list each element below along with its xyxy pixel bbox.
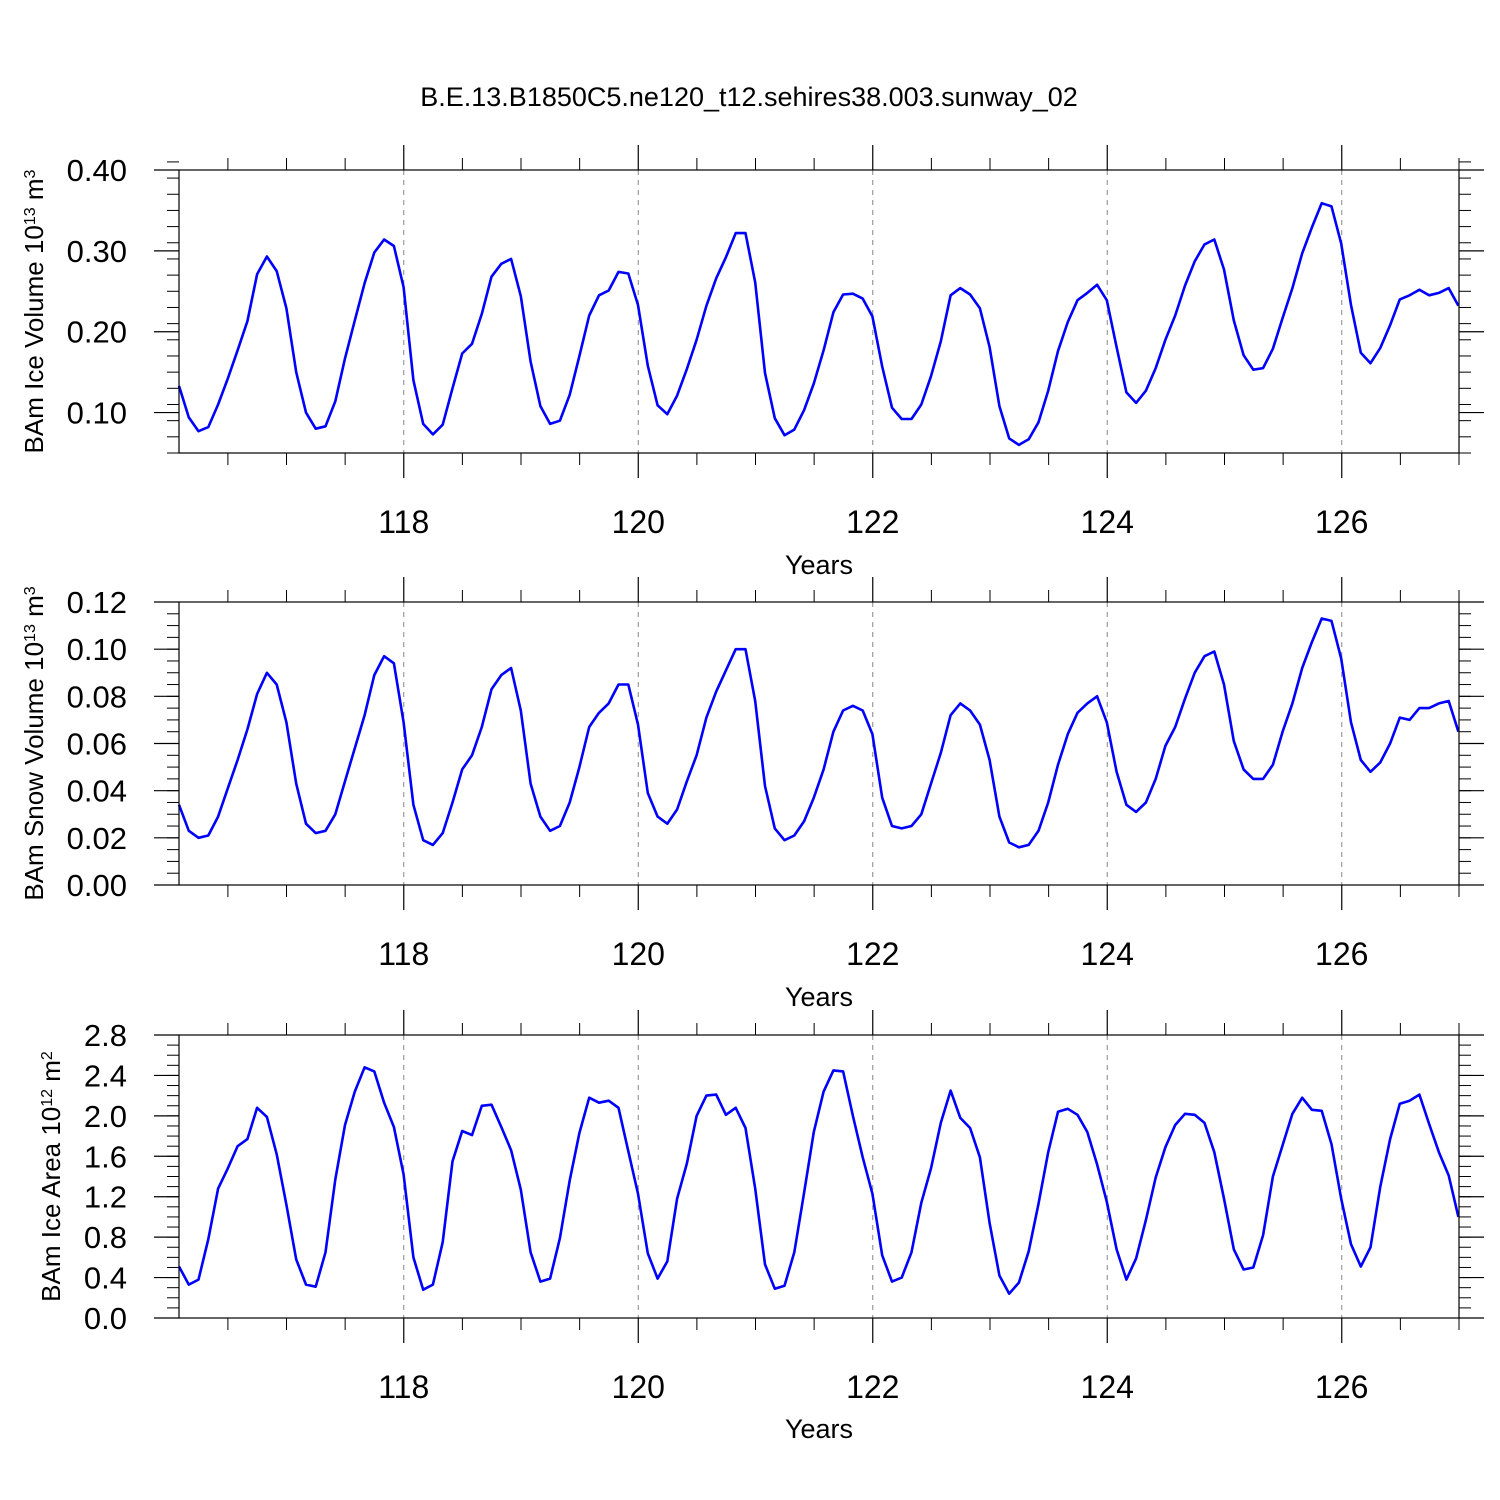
y-tick-label: 0.06 [67, 727, 127, 762]
plot-frame [178, 601, 1460, 886]
y-tick-label: 0.02 [67, 821, 127, 856]
figure-title: B.E.13.B1850C5.ne120_t12.sehires38.003.s… [420, 82, 1078, 112]
x-tick-label: 118 [378, 936, 429, 972]
panel-ice-area: 118 120 122 124 1260.00.40.81.21.62.02.42.8Y… [36, 1010, 1484, 1444]
y-axis-label: BAm Ice Area 1012 m2 [36, 1051, 66, 1302]
x-tick-label: 124 [1081, 504, 1134, 540]
panel-ice-volume: 118 120 122 124 126 0.10 0.20 0.30 0.40 Years BAm … [19, 145, 1484, 580]
y-axis-label-text: m [19, 178, 49, 207]
y-axis-label-text: BAm Ice Volume 10 [19, 225, 49, 453]
y-tick-label: 0.00 [67, 868, 127, 903]
y-axis-label-superscript: 2 [39, 1051, 56, 1060]
y-tick-label: 1.6 [84, 1139, 127, 1174]
y-tick-label: 1.2 [84, 1180, 127, 1215]
series-line [177, 617, 1460, 849]
y-axis-label: BAm Snow Volume 1013 m3 [19, 586, 49, 900]
y-tick-label: 0.04 [67, 774, 127, 809]
x-tick-label: 126 [1315, 504, 1368, 540]
x-tick-label: 122 [846, 1369, 899, 1405]
x-tick-label: 126 [1315, 936, 1368, 972]
plot-frame [178, 169, 1460, 454]
y-axis-label-text: BAm Ice Area 10 [36, 1107, 66, 1302]
y-axis-label: BAm Ice Volume 1013 m3 [19, 169, 49, 453]
y-tick-label: 2.4 [84, 1058, 127, 1093]
y-axis-label-superscript: 3 [22, 586, 39, 595]
y-tick-label: 0.0 [84, 1301, 127, 1336]
y-axis-label-text: m [36, 1060, 66, 1089]
x-tick-label: 126 [1315, 1369, 1368, 1405]
y-tick-label: 0.4 [84, 1261, 127, 1296]
x-axis-label: Years [785, 982, 853, 1012]
x-tick-label: 124 [1081, 936, 1134, 972]
x-tick-label: 120 [612, 504, 665, 540]
y-axis-label-text: BAm Snow Volume 10 [19, 642, 49, 901]
x-axis-label: Years [785, 1414, 853, 1444]
y-tick-label: 0.8 [84, 1220, 127, 1255]
x-tick-label: 120 [612, 936, 665, 972]
y-tick-label: 0.20 [67, 315, 127, 350]
y-tick-label: 2.8 [84, 1018, 127, 1053]
panels: 118 120 122 124 1260.100.200.300.40YearsBAm … [19, 145, 1484, 1444]
series-line [177, 1066, 1460, 1295]
x-axis-label: Years [785, 550, 853, 580]
y-tick-label: 0.10 [67, 396, 127, 431]
y-tick-label: 0.08 [67, 679, 127, 714]
y-axis-label-superscript: 3 [22, 169, 39, 178]
y-axis-label-superscript: 13 [22, 624, 39, 642]
x-tick-label: 122 [846, 504, 899, 540]
y-tick-label: 0.10 [67, 632, 127, 667]
y-tick-label: 2.0 [84, 1099, 127, 1134]
panel-snow-volume: 118 120 122 124 126 0.00 0.02 0.04 0.06 0.08 0.10 0… [19, 577, 1484, 1012]
y-tick-label: 0.12 [67, 585, 127, 620]
x-tick-label: 118 [378, 504, 429, 540]
y-axis-label-superscript: 13 [22, 207, 39, 225]
y-tick-label: 0.40 [67, 153, 127, 188]
series-line [177, 201, 1460, 447]
x-tick-label: 120 [612, 1369, 665, 1405]
x-tick-label: 124 [1081, 1369, 1134, 1405]
y-axis-label-text: m [19, 595, 49, 624]
x-tick-label: 122 [846, 936, 899, 972]
y-tick-label: 0.30 [67, 234, 127, 269]
x-tick-label: 118 [378, 1369, 429, 1405]
y-axis-label-superscript: 12 [39, 1089, 56, 1107]
plot-frame [178, 1034, 1460, 1319]
